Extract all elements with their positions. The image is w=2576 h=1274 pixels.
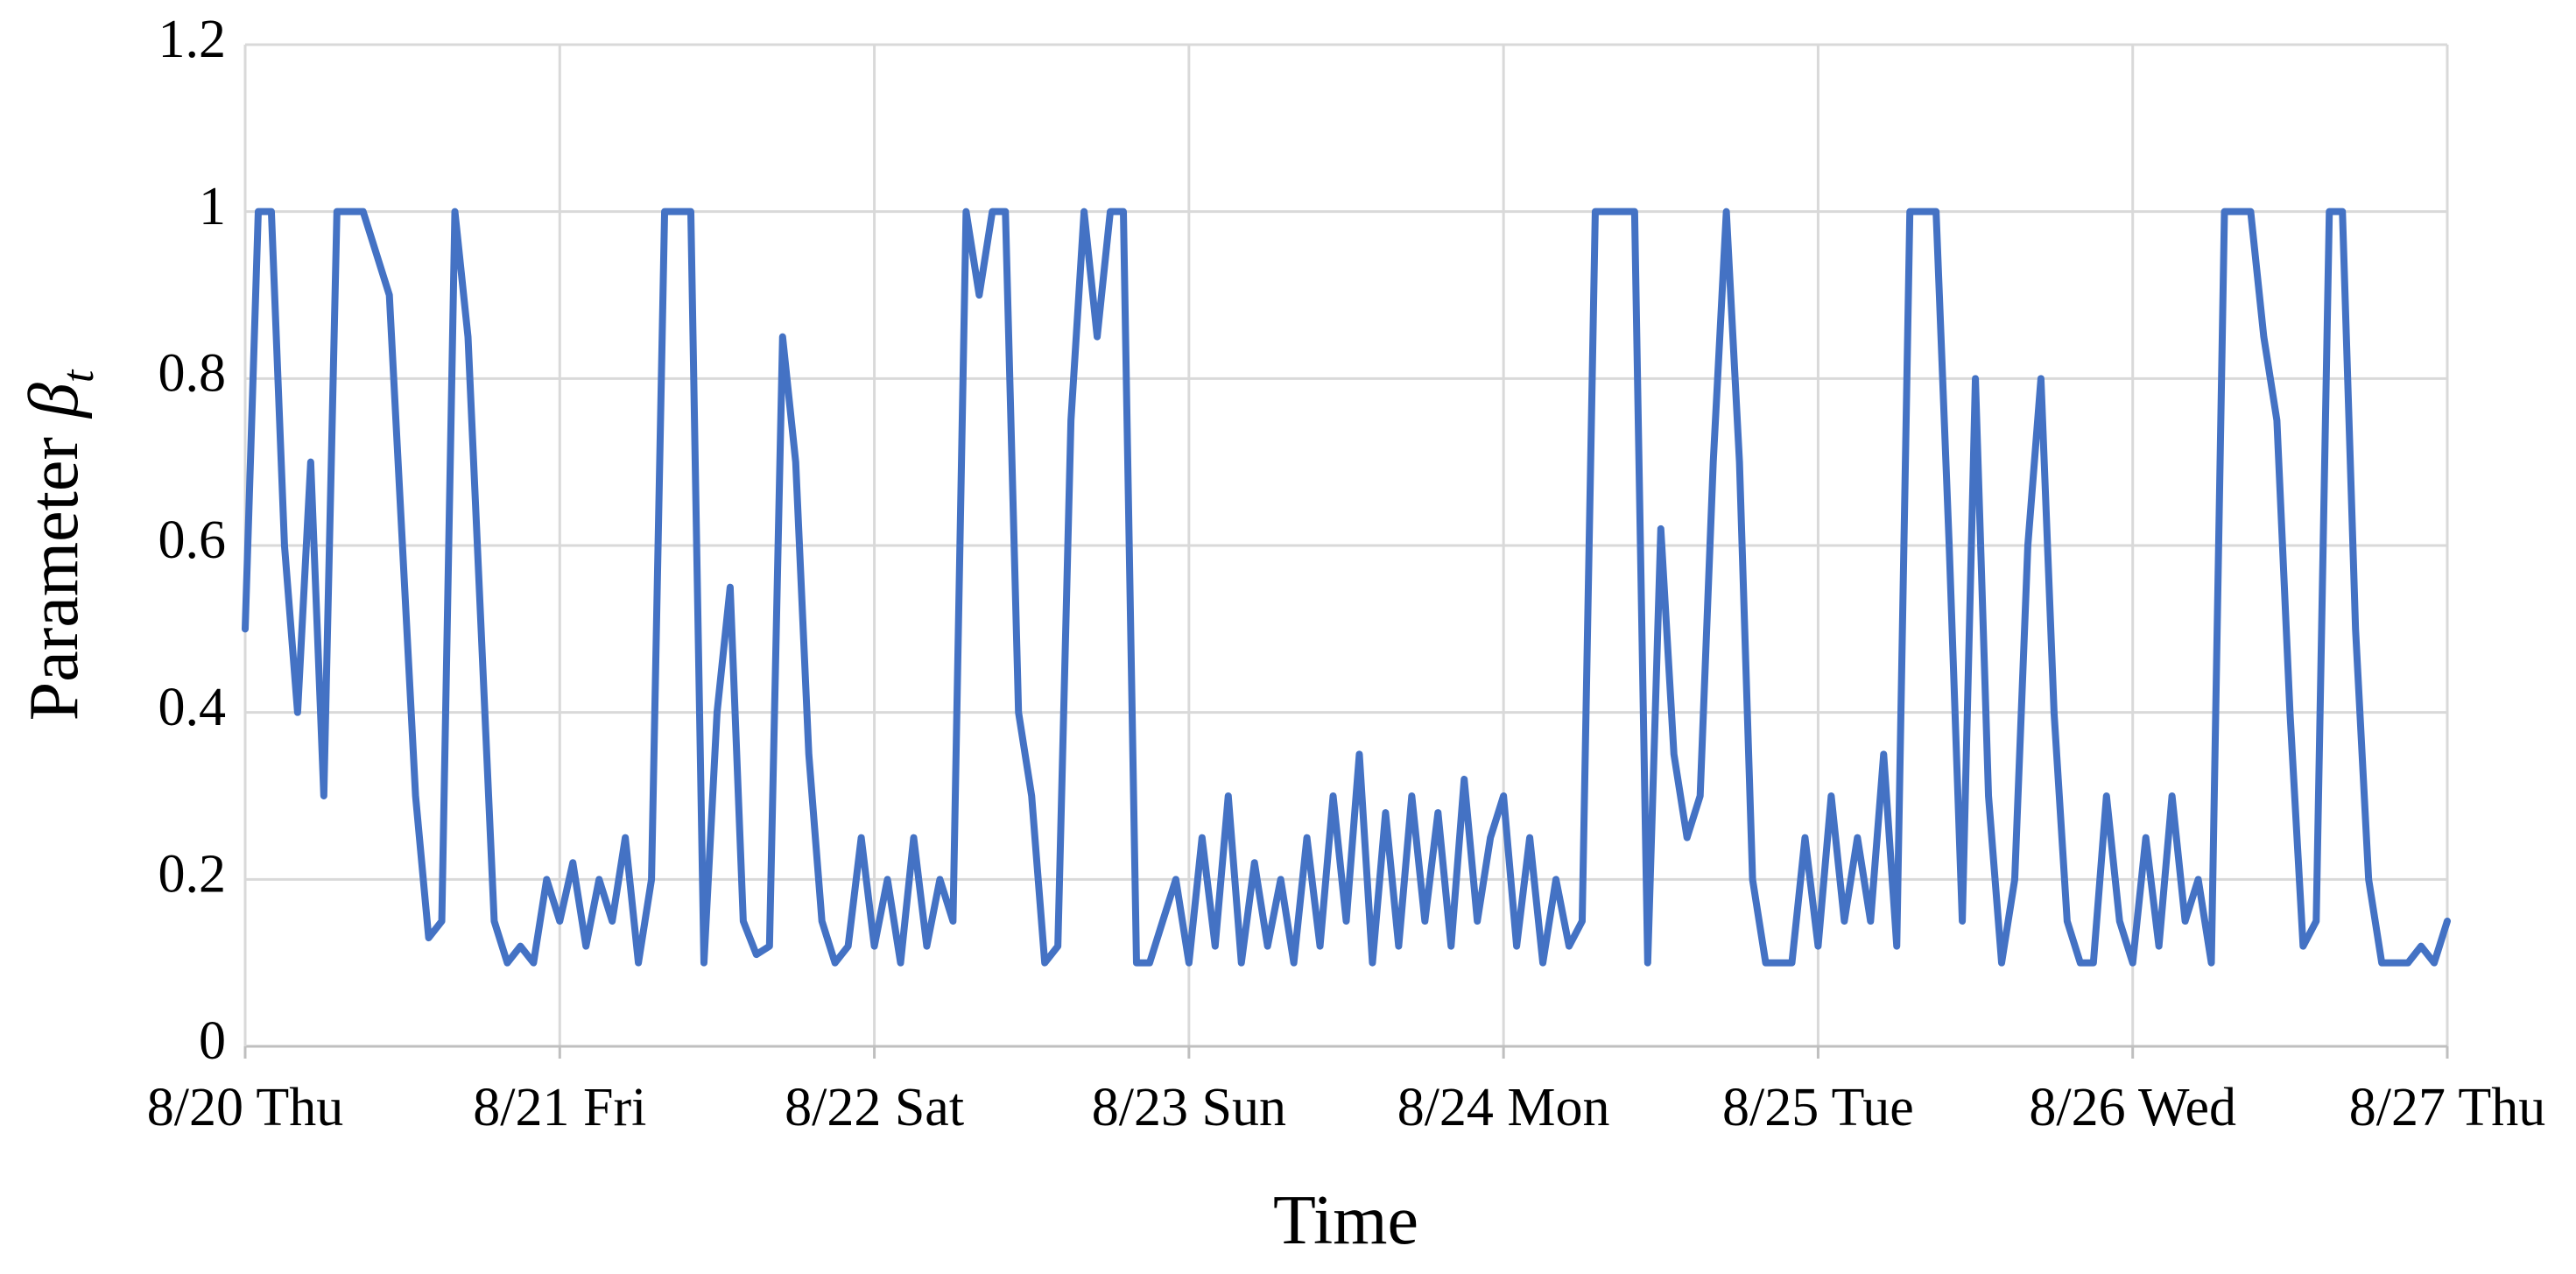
y-tick-label: 0.4 [158, 678, 227, 737]
y-tick-label: 1 [199, 177, 226, 236]
x-tick-label: 8/22 Sat [785, 1078, 964, 1137]
y-tick-label: 0.8 [158, 344, 227, 404]
x-tick-label: 8/24 Mon [1397, 1078, 1610, 1137]
y-tick-label: 0.6 [158, 510, 227, 570]
y-axis-title-subscript: t [53, 369, 103, 383]
x-tick-label: 8/26 Wed [2029, 1078, 2236, 1137]
x-tick-label: 8/27 Thu [2349, 1078, 2545, 1137]
x-tick-label: 8/25 Tue [1722, 1078, 1914, 1137]
x-axis-title: Time [1273, 1182, 1418, 1259]
y-tick-label: 0 [199, 1011, 226, 1071]
x-tick-label: 8/23 Sun [1092, 1078, 1286, 1137]
y-tick-label: 1.2 [158, 10, 227, 69]
data-line [242, 208, 2451, 967]
y-tick-label: 0.2 [158, 845, 227, 904]
y-axis-title: Parameter βt [16, 369, 103, 721]
y-axis-title-symbol: β [16, 383, 93, 419]
x-tick-label: 8/21 Fri [473, 1078, 646, 1137]
y-axis-title-text: Parameter [16, 437, 93, 721]
x-tick-label: 8/20 Thu [147, 1078, 343, 1137]
